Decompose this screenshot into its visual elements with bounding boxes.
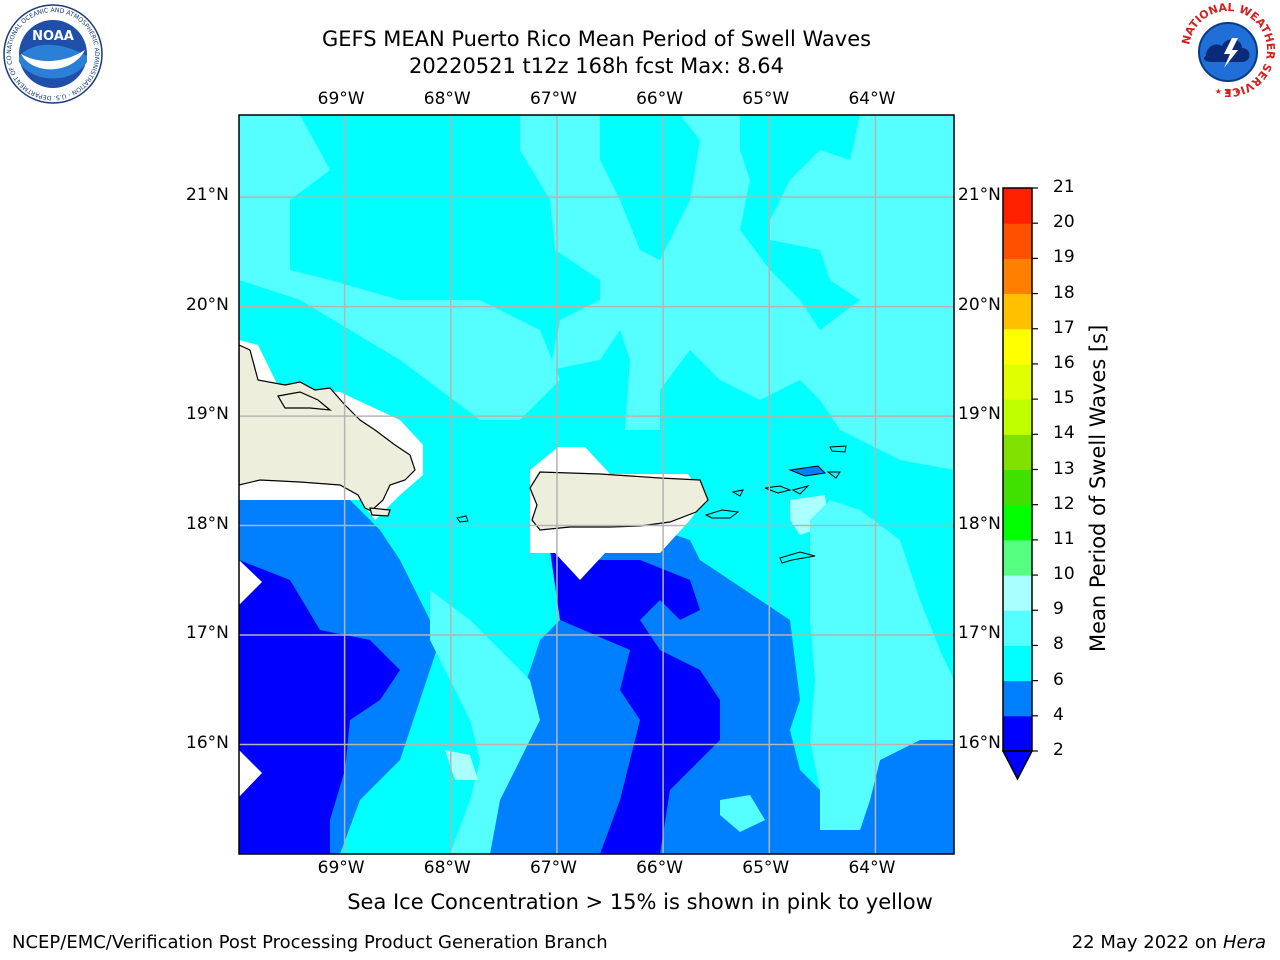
colorbar-label: Mean Period of Swell Waves [s] bbox=[1086, 324, 1110, 652]
lon-label-top: 67°W bbox=[529, 89, 577, 109]
map-frame bbox=[238, 114, 955, 855]
lat-label-right: 18°N bbox=[958, 513, 1001, 534]
colorbar-tick-label: 2 bbox=[1053, 740, 1064, 760]
colorbar-tick-label: 14 bbox=[1053, 423, 1075, 444]
noaa-logo-text: NOAA bbox=[32, 29, 74, 44]
swell-period-field bbox=[239, 115, 954, 854]
lon-label-top: 66°W bbox=[636, 89, 684, 109]
colorbar-tick-label: 10 bbox=[1053, 564, 1075, 585]
lon-label-top: 68°W bbox=[423, 89, 471, 109]
lat-label-right: 19°N bbox=[958, 404, 1001, 425]
footer-host: Hera bbox=[1222, 932, 1266, 953]
lon-label-top: 69°W bbox=[317, 89, 365, 109]
lat-label-left: 21°N bbox=[186, 185, 229, 206]
lat-label-right: 16°N bbox=[958, 732, 1001, 753]
colorbar-segment bbox=[1003, 680, 1032, 717]
colorbar-segment bbox=[1003, 539, 1032, 576]
colorbar-segment bbox=[1003, 223, 1032, 259]
lat-label-left: 18°N bbox=[186, 513, 229, 534]
lat-label-right: 17°N bbox=[958, 623, 1001, 644]
colorbar-tick-label: 13 bbox=[1053, 458, 1075, 479]
colorbar-segment bbox=[1003, 293, 1032, 330]
footer-credit: NCEP/EMC/Verification Post Processing Pr… bbox=[12, 932, 608, 953]
lat-label-left: 17°N bbox=[186, 623, 229, 644]
colorbar-segment bbox=[1003, 575, 1032, 611]
colorbar-tick-label: 15 bbox=[1053, 388, 1075, 409]
colorbar-segment bbox=[1003, 469, 1032, 506]
colorbar-segment bbox=[1003, 363, 1032, 400]
chart-subtitle: 20220521 t12z 168h fcst Max: 8.64 bbox=[409, 54, 784, 78]
colorbar bbox=[1001, 187, 1038, 781]
lon-label-bottom: 69°W bbox=[317, 858, 365, 878]
sea-ice-note: Sea Ice Concentration > 15% is shown in … bbox=[347, 890, 933, 914]
lon-label-bottom: 67°W bbox=[529, 858, 577, 878]
colorbar-tick-label: 16 bbox=[1053, 352, 1075, 373]
graticule bbox=[239, 115, 954, 854]
lon-label-bottom: 66°W bbox=[636, 858, 684, 878]
colorbar-tick-label: 8 bbox=[1053, 634, 1064, 655]
colorbar-tick-label: 20 bbox=[1053, 212, 1075, 233]
colorbar-tick-label: 19 bbox=[1053, 247, 1075, 268]
lon-label-top: 64°W bbox=[848, 89, 896, 109]
colorbar-tick-label: 18 bbox=[1053, 282, 1075, 303]
nws-logo: NATIONAL WEATHER SERVICE ★ ★ ★ bbox=[1179, 1, 1277, 102]
lon-label-bottom: 65°W bbox=[742, 858, 790, 878]
colorbar-segment bbox=[1003, 504, 1032, 541]
colorbar-tick-label: 17 bbox=[1053, 317, 1075, 338]
lat-label-left: 19°N bbox=[186, 404, 229, 425]
chart-title: GEFS MEAN Puerto Rico Mean Period of Swe… bbox=[321, 27, 872, 51]
colorbar-segment bbox=[1003, 258, 1032, 295]
colorbar-tick-label: 12 bbox=[1053, 493, 1075, 514]
colorbar-segment bbox=[1003, 399, 1032, 435]
lon-label-bottom: 64°W bbox=[848, 858, 896, 878]
colorbar-segment bbox=[1003, 610, 1032, 646]
footer-date-text: 22 May 2022 on bbox=[1071, 932, 1218, 953]
noaa-logo: NATIONAL OCEANIC AND ATMOSPHERIC ADMINIS… bbox=[0, 0, 103, 108]
colorbar-segment bbox=[1003, 715, 1032, 752]
lat-label-left: 20°N bbox=[186, 294, 229, 315]
colorbar-tick-label: 4 bbox=[1053, 704, 1064, 725]
colorbar-segment bbox=[1003, 188, 1032, 224]
lat-label-right: 20°N bbox=[958, 294, 1001, 315]
svg-text:★ ★ ★: ★ ★ ★ bbox=[1215, 87, 1242, 96]
colorbar-under-arrow bbox=[1001, 750, 1034, 781]
colorbar-segment bbox=[1003, 328, 1032, 365]
lon-label-bottom: 68°W bbox=[423, 858, 471, 878]
colorbar-segment bbox=[1003, 645, 1032, 682]
colorbar-tick-label: 9 bbox=[1053, 599, 1064, 620]
lat-label-right: 21°N bbox=[958, 185, 1001, 206]
colorbar-tick-label: 21 bbox=[1053, 177, 1075, 197]
footer-date: 22 May 2022 on Hera bbox=[1072, 932, 1266, 953]
lon-label-top: 65°W bbox=[742, 89, 790, 109]
colorbar-segment bbox=[1003, 434, 1032, 470]
colorbar-tick-label: 6 bbox=[1053, 669, 1064, 690]
colorbar-tick-label: 11 bbox=[1053, 528, 1075, 549]
lat-label-left: 16°N bbox=[186, 732, 229, 753]
